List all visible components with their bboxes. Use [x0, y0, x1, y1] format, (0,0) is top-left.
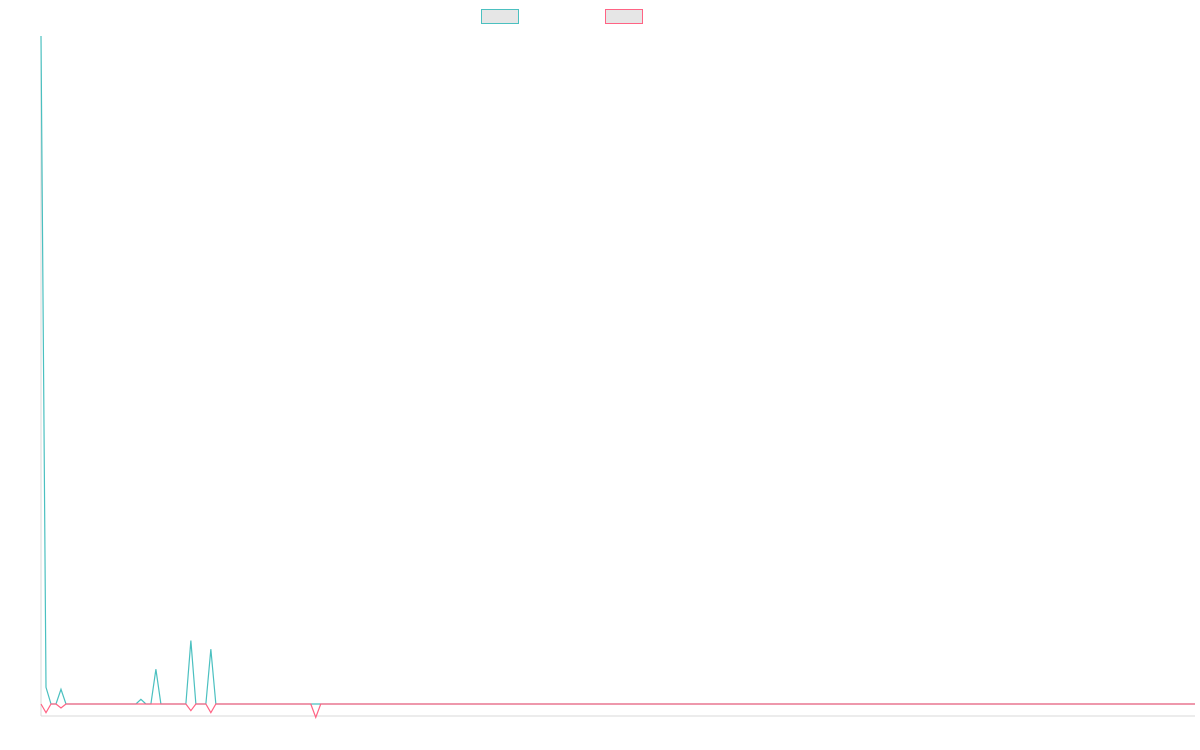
legend-swatch-series-1[interactable]: [481, 9, 519, 24]
series-line-2: [40, 703, 1195, 720]
series-line-1: [40, 35, 1195, 705]
legend-swatch-series-2[interactable]: [605, 9, 643, 24]
series-layer: [40, 35, 1195, 720]
legend: [0, 9, 1200, 27]
